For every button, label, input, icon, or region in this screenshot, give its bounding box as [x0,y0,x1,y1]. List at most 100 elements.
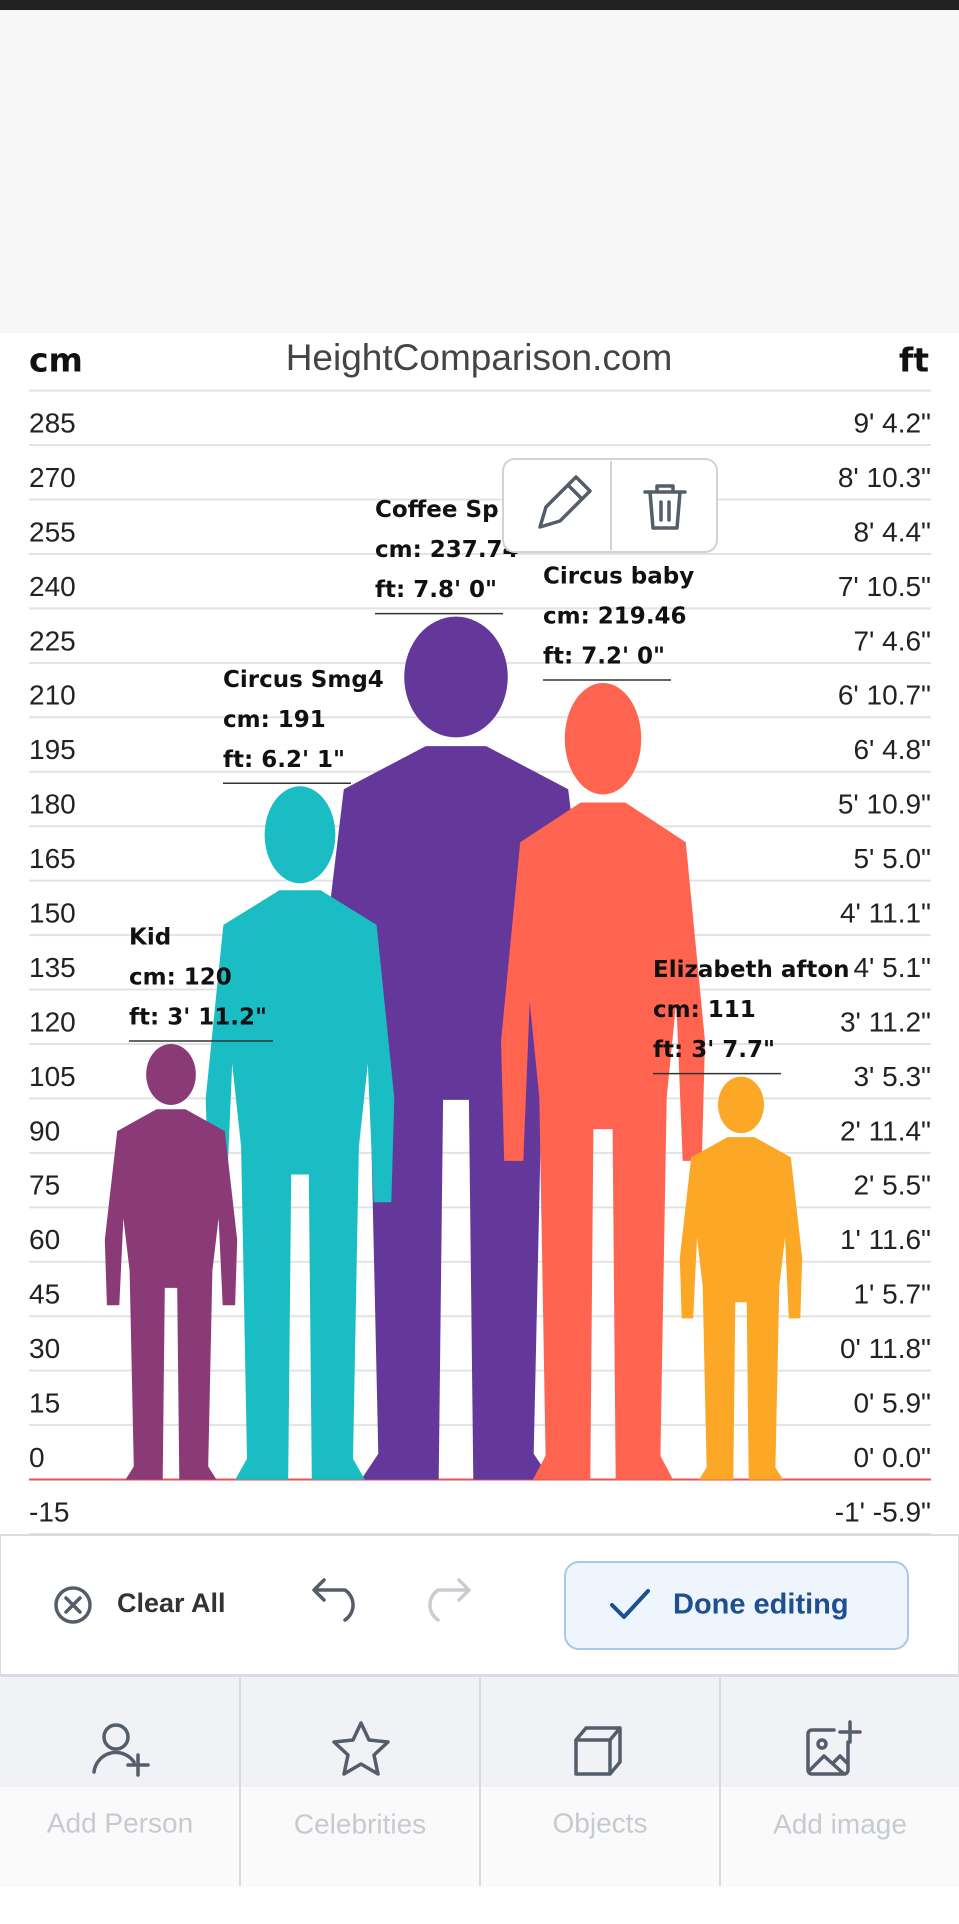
icon-part [806,1720,862,1776]
add-person-icon[interactable] [92,1723,150,1777]
cm-tick-label: 15 [29,1387,60,1418]
ft-tick-label: 2' 5.5" [853,1170,931,1201]
person-cm: cm: 219.46 [543,603,687,629]
ft-tick-label: 1' 5.7" [853,1279,931,1310]
person-ft: ft: 7.8' 0" [375,577,497,603]
ft-tick-label: 0' 11.8" [840,1333,931,1364]
clear-icon-x [64,1596,82,1614]
person-ft: ft: 6.2' 1" [223,747,345,773]
cm-tick-label: 135 [29,952,76,983]
ft-tick-label: 8' 10.3" [838,462,931,493]
done-box [564,1561,909,1650]
clear-all-label: Clear All [117,1588,226,1618]
ft-tick-label: 6' 4.8" [853,734,931,765]
left-unit: cm [29,341,83,380]
person-name: Kid [129,924,171,950]
ft-tick-label: 5' 5.0" [853,843,931,874]
cm-tick-label: 30 [29,1333,60,1364]
cm-tick-label: 150 [29,897,76,928]
done-button[interactable]: Done editing [564,1561,909,1650]
ft-tick-label: 0' 5.9" [853,1387,931,1418]
icon-part [102,1723,130,1751]
person-name: Elizabeth afton [653,957,850,983]
redo-button[interactable] [428,1578,471,1622]
icon-part [92,1750,150,1777]
done-label: Done editing [673,1589,849,1621]
person-ft: ft: 3' 7.7" [653,1037,775,1063]
cm-tick-label: 165 [29,843,76,874]
done-check [610,1589,650,1619]
cm-tick-label: 285 [29,407,76,438]
cm-tick-label: 120 [29,1006,76,1037]
person-ft: ft: 7.2' 0" [543,643,665,669]
delete-icon[interactable] [643,484,687,530]
ft-tick-label: 5' 10.9" [838,789,931,820]
cm-tick-label: 225 [29,625,76,656]
ft-tick-label: 7' 4.6" [853,625,931,656]
tab-label[interactable]: Add Person [47,1807,193,1838]
person-cm: cm: 237.74 [375,537,519,563]
person-silhouette [501,682,705,1480]
right-unit: ft [899,341,929,380]
person-name: Coffee Sp [375,497,499,523]
person-cm: cm: 111 [653,997,756,1023]
site-title: HeightComparison.com [286,337,673,378]
tab-label[interactable]: Add image [773,1808,907,1839]
cm-tick-label: 195 [29,734,76,765]
icon-part [538,475,592,529]
ft-tick-label: -1' -5.9" [835,1496,931,1527]
ft-tick-label: 2' 11.4" [840,1115,931,1146]
cm-tick-label: 180 [29,789,76,820]
clear-all-button[interactable]: Clear All [54,1586,226,1624]
cm-tick-label: 255 [29,516,76,547]
add-image-icon[interactable] [806,1720,862,1776]
ft-tick-label: 6' 10.7" [838,680,931,711]
ft-tick-label: 4' 5.1" [853,952,931,983]
cm-tick-label: 90 [29,1115,60,1146]
ft-tick-label: 3' 11.2" [840,1006,931,1037]
cm-tick-label: 60 [29,1224,60,1255]
person-name: Circus Smg4 [223,667,384,693]
person-name: Circus baby [543,563,694,589]
ad-area [0,10,959,333]
celebrities-icon[interactable] [332,1721,390,1776]
cm-tick-label: 240 [29,571,76,602]
ft-tick-label: 3' 5.3" [853,1061,931,1092]
person-silhouette [317,616,595,1480]
ft-tick-label: 4' 11.1" [840,897,931,928]
ft-tick-label: 0' 0.0" [853,1442,931,1473]
ft-tick-label: 8' 4.4" [853,516,931,547]
cm-tick-label: -15 [29,1496,69,1527]
person-ft: ft: 3' 11.2" [129,1004,267,1030]
ft-tick-label: 7' 10.5" [838,571,931,602]
cm-tick-label: 0 [29,1442,45,1473]
icon-part [574,1726,622,1776]
cm-tick-label: 105 [29,1061,76,1092]
plot: 300 9' 10.1"285 9' 4.2"270 8' 10.3"255 8' 4.… [29,389,931,1534]
undo-button[interactable] [312,1578,355,1622]
cm-tick-label: 45 [29,1279,60,1310]
cm-tick-label: 270 [29,462,76,493]
edit-icon[interactable] [538,475,592,529]
clear-icon [54,1586,92,1624]
tab-label[interactable]: Celebrities [294,1808,426,1839]
ft-tick-label: 9' 4.2" [853,407,931,438]
tab-dividers [0,1675,959,1886]
icon-part [332,1721,390,1776]
person-cm: cm: 191 [223,707,326,733]
cm-tick-label: 75 [29,1170,60,1201]
icon-part [643,484,687,530]
icon-part [816,1738,828,1750]
person-cm: cm: 120 [129,964,232,990]
cm-tick-label: 210 [29,680,76,711]
tab-label[interactable]: Objects [553,1807,648,1838]
person-silhouette [205,786,395,1480]
person-silhouette [104,1043,238,1480]
status-bar [0,0,959,10]
objects-icon[interactable] [574,1726,622,1776]
person-labels: Kid cm: 120 ft: 3' 11.2" Circus Smg4 cm: 191… [129,497,850,1075]
person-silhouette [679,1076,803,1480]
